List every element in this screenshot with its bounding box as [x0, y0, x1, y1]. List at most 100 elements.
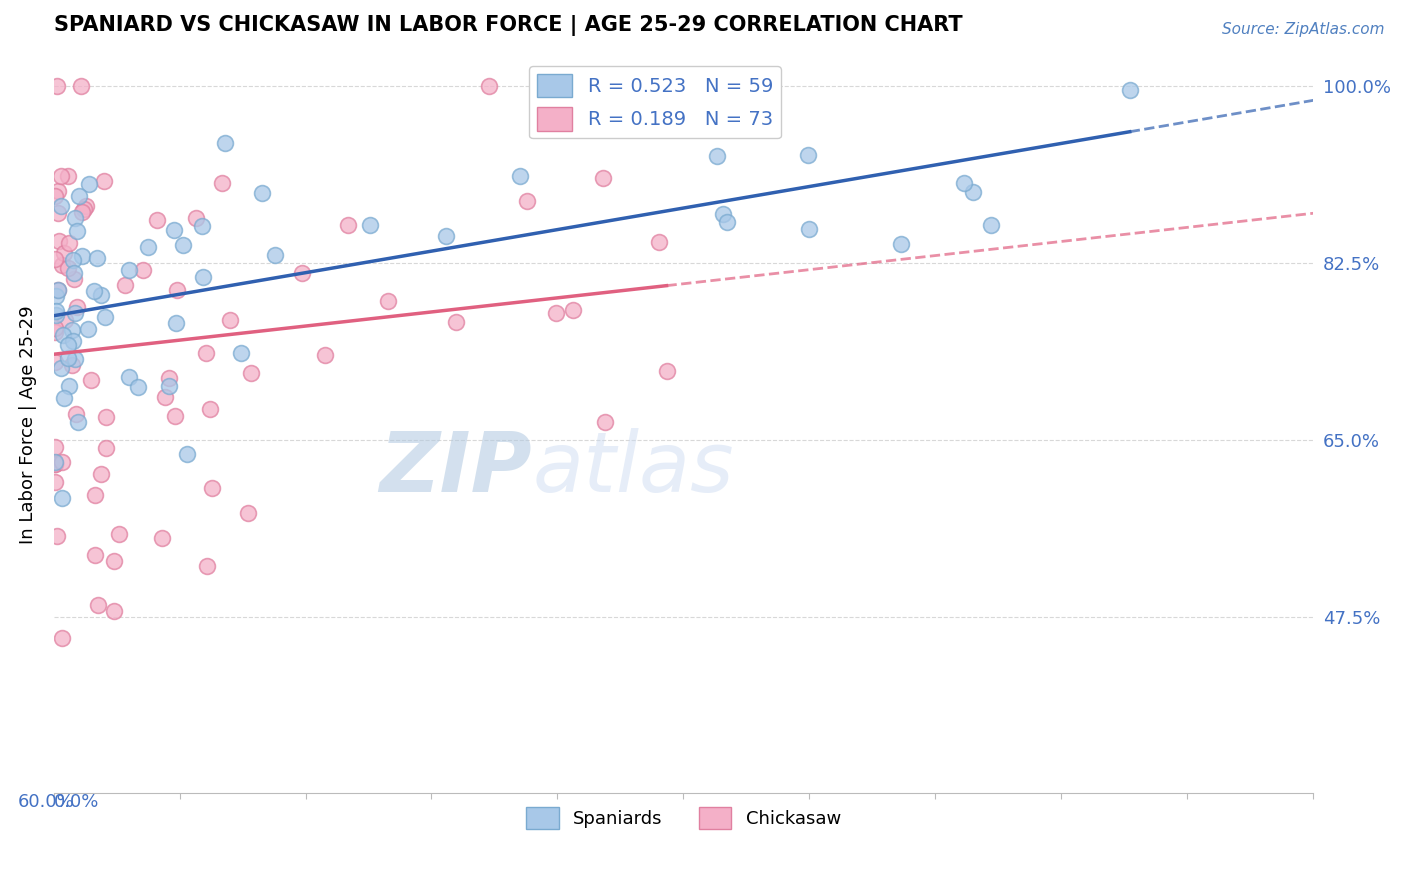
Point: [118, 369, 141, 384]
Point: [153, 390, 176, 404]
Point: [509, 169, 531, 184]
Point: [194, 345, 217, 359]
Point: [58, 169, 80, 184]
Point: [136, 240, 159, 254]
Point: [44, 440, 66, 454]
Point: [66, 415, 89, 429]
Point: [377, 293, 399, 308]
Point: [56, 337, 79, 351]
Point: [56, 260, 79, 275]
Point: [87, 598, 110, 612]
Point: [434, 229, 457, 244]
Point: [796, 148, 818, 162]
Point: [65, 351, 87, 366]
Text: SPANIARD VS CHICKASAW IN LABOR FORCE | AGE 25-29 CORRELATION CHART: SPANIARD VS CHICKASAW IN LABOR FORCE | A…: [53, 15, 962, 36]
Point: [58, 351, 80, 365]
Point: [51, 258, 73, 272]
Point: [211, 176, 233, 190]
Point: [219, 312, 242, 326]
Point: [44, 455, 66, 469]
Point: [44, 252, 66, 266]
Point: [359, 219, 381, 233]
Point: [515, 194, 537, 209]
Point: [60, 358, 83, 372]
Point: [94, 441, 117, 455]
Point: [165, 409, 187, 424]
Point: [62, 334, 84, 349]
Point: [58, 378, 80, 392]
Point: [444, 315, 467, 329]
Point: [77, 322, 100, 336]
Point: [44, 458, 66, 472]
Point: [314, 348, 336, 362]
Point: [229, 346, 252, 360]
Point: [127, 380, 149, 394]
Point: [67, 188, 90, 202]
Point: [797, 222, 820, 236]
Point: [45, 289, 67, 303]
Point: [45, 304, 67, 318]
Point: [132, 262, 155, 277]
Point: [44, 457, 66, 471]
Point: [53, 313, 76, 327]
Point: [58, 236, 80, 251]
Point: [176, 447, 198, 461]
Text: ZIP: ZIP: [380, 428, 533, 509]
Point: [72, 202, 94, 216]
Point: [546, 306, 568, 320]
Point: [62, 253, 84, 268]
Point: [44, 354, 66, 368]
Point: [118, 263, 141, 277]
Point: [172, 238, 194, 252]
Point: [72, 249, 94, 263]
Point: [49, 360, 72, 375]
Point: [716, 214, 738, 228]
Point: [186, 211, 208, 226]
Y-axis label: In Labor Force | Age 25-29: In Labor Force | Age 25-29: [18, 305, 37, 544]
Point: [191, 219, 214, 233]
Point: [65, 211, 87, 225]
Point: [655, 364, 678, 378]
Point: [66, 300, 89, 314]
Point: [236, 506, 259, 520]
Point: [46, 206, 69, 220]
Point: [44, 188, 66, 202]
Point: [44, 321, 66, 335]
Point: [48, 234, 70, 248]
Point: [197, 559, 219, 574]
Point: [250, 186, 273, 200]
Point: [648, 235, 671, 249]
Point: [44, 475, 66, 489]
Point: [150, 531, 173, 545]
Point: [980, 218, 1002, 232]
Text: 0.0%: 0.0%: [53, 793, 98, 812]
Point: [93, 174, 115, 188]
Text: Source: ZipAtlas.com: Source: ZipAtlas.com: [1222, 22, 1385, 37]
Point: [44, 326, 66, 340]
Point: [890, 236, 912, 251]
Point: [83, 285, 105, 299]
Point: [595, 415, 617, 429]
Point: [962, 186, 984, 200]
Point: [706, 149, 728, 163]
Point: [49, 169, 72, 183]
Point: [90, 288, 112, 302]
Point: [60, 323, 83, 337]
Point: [103, 554, 125, 568]
Point: [90, 467, 112, 481]
Point: [114, 277, 136, 292]
Point: [157, 371, 180, 385]
Point: [75, 199, 97, 213]
Point: [46, 283, 69, 297]
Point: [264, 248, 287, 262]
Point: [201, 482, 224, 496]
Point: [84, 548, 107, 562]
Point: [70, 79, 93, 94]
Text: 60.0%: 60.0%: [18, 793, 75, 812]
Point: [214, 136, 236, 150]
Point: [80, 374, 103, 388]
Legend: Spaniards, Chickasaw: Spaniards, Chickasaw: [519, 799, 848, 836]
Point: [66, 224, 89, 238]
Text: atlas: atlas: [533, 428, 734, 509]
Point: [240, 367, 263, 381]
